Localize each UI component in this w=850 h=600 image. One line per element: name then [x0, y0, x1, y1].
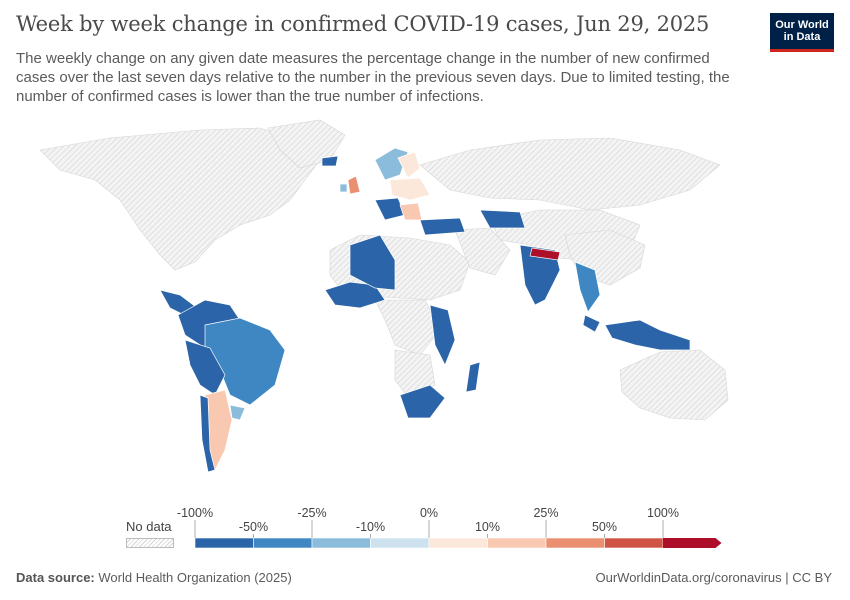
logo-line-2: in Data	[783, 31, 821, 43]
region-uruguay	[229, 404, 246, 421]
legend-bin-over-100	[663, 538, 722, 548]
legend-no-data-swatch	[126, 538, 174, 548]
region-west-africa	[324, 281, 386, 309]
legend-bin	[253, 537, 313, 549]
region-east-africa	[429, 304, 456, 366]
world-map	[39, 119, 729, 473]
legend-tick-label: -100%	[177, 506, 213, 520]
legend-no-data-label: No data	[126, 519, 172, 534]
region-south-africa	[399, 384, 446, 419]
region-central-europe	[389, 177, 431, 201]
legend-bin	[545, 537, 605, 549]
legend-tick-label: 50%	[592, 520, 617, 534]
legend-bin	[311, 537, 371, 549]
legend-tick-label: 0%	[420, 506, 438, 520]
region-finland	[397, 151, 421, 179]
region-myanmar-thailand	[574, 261, 601, 313]
north-america-region	[39, 127, 321, 271]
region-turkey	[419, 217, 466, 236]
chart-subtitle: The weekly change on any given date meas…	[16, 50, 730, 105]
legend-tick-label: 10%	[475, 520, 500, 534]
legend-tick-label: -10%	[356, 520, 385, 534]
region-sahel	[349, 234, 396, 291]
logo-line-1: Our World	[775, 19, 829, 31]
region-western-europe	[374, 197, 406, 221]
data-source: Data source: World Health Organization (…	[16, 570, 292, 585]
legend-bin	[604, 537, 664, 549]
legend-bin	[428, 537, 488, 549]
region-uk	[347, 175, 361, 195]
legend-bin	[370, 537, 430, 549]
region-india	[519, 244, 561, 306]
legend-bin	[194, 537, 254, 549]
owid-logo[interactable]: Our World in Data	[770, 13, 834, 52]
region-central-asia	[479, 209, 526, 229]
reported-regions	[159, 147, 691, 473]
license-link[interactable]: OurWorldinData.org/coronavirus | CC BY	[595, 570, 832, 585]
legend-bin	[487, 537, 547, 549]
legend-tick-label: 25%	[533, 506, 558, 520]
legend-tick-label: -50%	[239, 520, 268, 534]
region-chile	[199, 394, 216, 473]
russia-region	[419, 137, 721, 211]
data-source-link[interactable]: World Health Organization (2025)	[98, 570, 292, 585]
region-madagascar	[465, 361, 481, 393]
legend-scale: -100% -50% -25% -10% 0% 10% 25% 50% 100%	[177, 506, 722, 549]
data-source-label: Data source:	[16, 570, 95, 585]
legend-tick-label: -25%	[297, 506, 326, 520]
legend-tick-label: 100%	[647, 506, 679, 520]
region-iceland	[321, 155, 339, 167]
color-legend: -100% -50% -25% -10% 0% 10% 25% 50% 100%	[0, 500, 850, 560]
chart-title: Week by week change in confirmed COVID-1…	[16, 12, 710, 36]
australia-region	[619, 349, 729, 421]
region-indonesia	[604, 319, 691, 351]
region-ireland	[339, 183, 348, 193]
region-nepal	[529, 247, 561, 261]
middle-east-region	[454, 227, 511, 276]
region-balkans	[399, 202, 423, 221]
region-malaysia	[582, 314, 601, 333]
